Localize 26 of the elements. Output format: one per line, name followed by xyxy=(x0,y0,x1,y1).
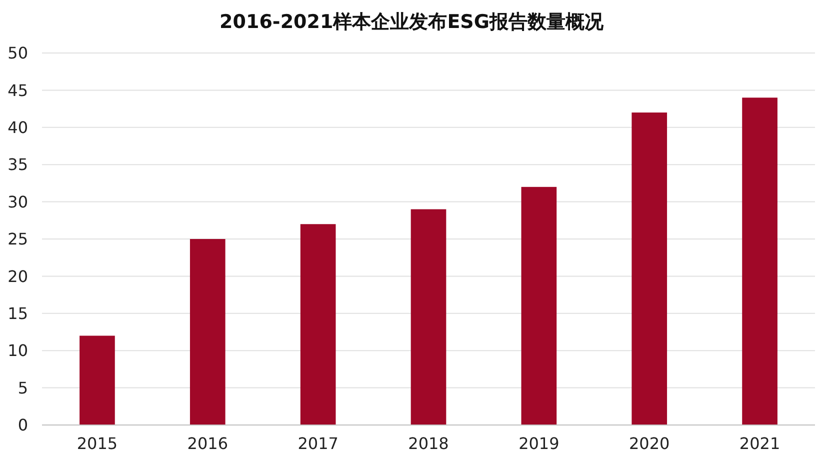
x-tick-label: 2021 xyxy=(739,434,780,453)
y-tick-label: 30 xyxy=(8,192,28,212)
y-tick-label: 0 xyxy=(18,416,28,435)
y-tick-label: 50 xyxy=(8,44,28,63)
x-tick-label: 2017 xyxy=(298,434,338,453)
bar xyxy=(521,186,557,425)
x-tick-label: 2020 xyxy=(629,434,670,453)
x-tick-label: 2019 xyxy=(518,434,560,453)
x-tick-label: 2018 xyxy=(408,434,449,453)
y-tick-label: 15 xyxy=(8,304,28,323)
y-tick-label: 25 xyxy=(8,230,28,249)
bar xyxy=(632,112,668,425)
y-tick-label: 5 xyxy=(18,378,28,398)
y-tick-label: 40 xyxy=(8,118,28,137)
y-tick-label: 35 xyxy=(8,155,28,174)
bar xyxy=(410,209,446,425)
bar xyxy=(80,336,115,425)
bar xyxy=(190,239,226,425)
bar xyxy=(300,224,336,425)
y-tick-label: 20 xyxy=(8,266,28,286)
y-tick-label: 10 xyxy=(8,341,28,360)
x-tick-label: 2015 xyxy=(76,434,118,453)
chart-title: 2016-2021样本企业发布ESG报告数量概况 xyxy=(220,11,604,33)
y-tick-label: 45 xyxy=(8,80,28,100)
bar xyxy=(742,98,778,425)
x-tick-label: 2016 xyxy=(187,434,228,453)
